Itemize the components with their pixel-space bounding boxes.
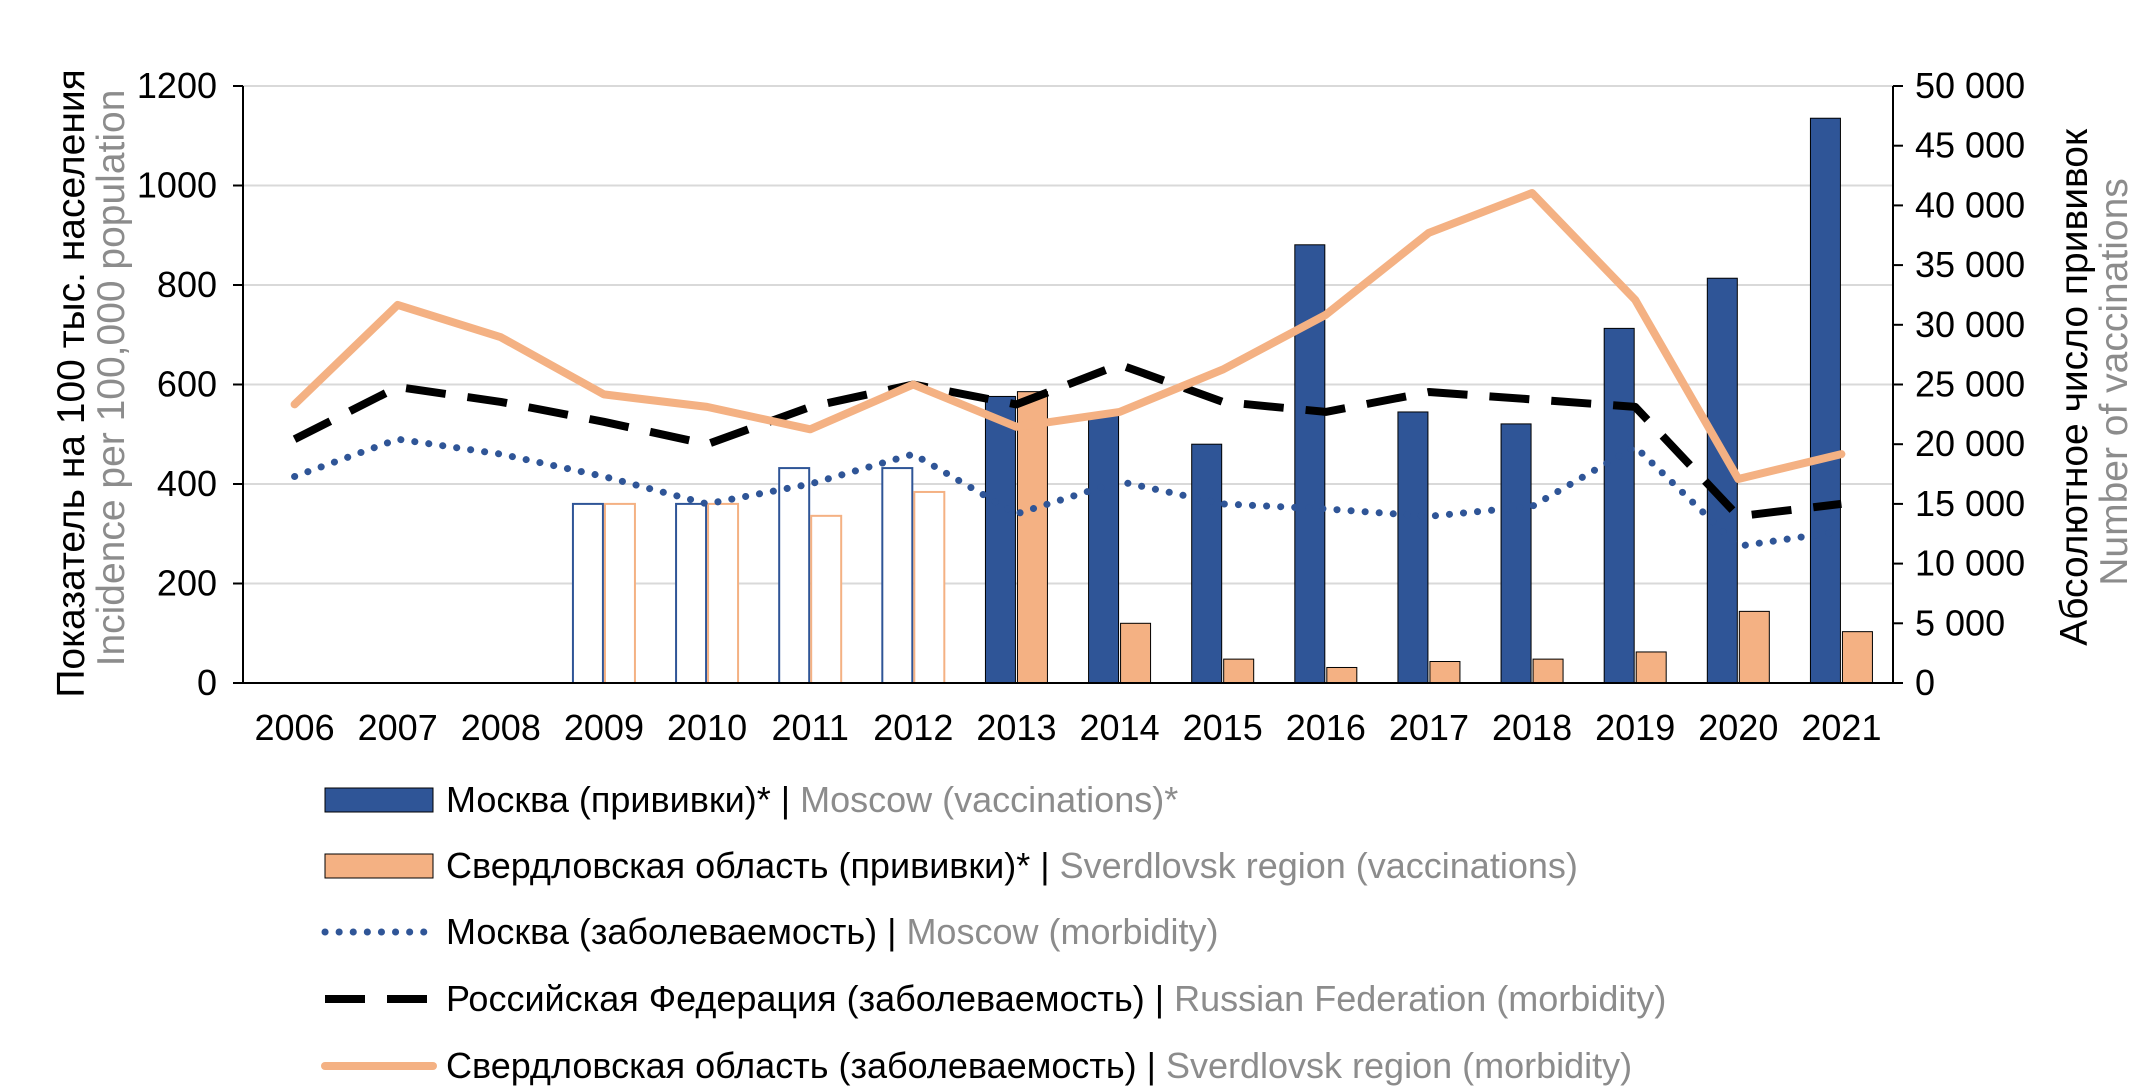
x-tick-label: 2010 bbox=[667, 707, 747, 748]
left-tick-label: 800 bbox=[157, 264, 217, 305]
legend-moscow-morbidity-label: Москва (заболеваемость) | Moscow (morbid… bbox=[446, 911, 1218, 952]
moscow-vaccination-bar bbox=[1088, 413, 1120, 684]
legend-sverdlovsk-morbidity-label: Свердловская область (заболеваемость) | … bbox=[446, 1045, 1632, 1086]
moscow-vaccination-bar bbox=[1397, 411, 1429, 684]
right-tick-label: 20 000 bbox=[1915, 423, 2025, 464]
right-tick-label: 35 000 bbox=[1915, 244, 2025, 285]
moscow-vaccination-bar bbox=[778, 467, 811, 684]
sverdlovsk-vaccination-bar bbox=[1120, 622, 1152, 684]
sverdlovsk-vaccination-bar bbox=[1532, 658, 1564, 684]
x-tick-label: 2021 bbox=[1801, 707, 1881, 748]
legend-label-ru: Москва (прививки)* | bbox=[446, 779, 800, 820]
sverdlovsk-vaccination-bar bbox=[1635, 651, 1667, 684]
tick-labels: 0 200 400 600 800 1000 1200 0 5 000 10 000 15 000 2… bbox=[137, 65, 2025, 748]
moscow-vaccination-bar bbox=[984, 395, 1016, 684]
legend-label-en: Moscow (vaccinations)* bbox=[800, 779, 1178, 820]
moscow-vaccination-bar bbox=[1809, 117, 1841, 684]
moscow-vaccination-bar bbox=[881, 467, 914, 684]
legend-label-en: Moscow (morbidity) bbox=[906, 911, 1218, 952]
russia-morbidity-line bbox=[292, 360, 1842, 521]
left-axis-title-en: Incidence per 100,000 population bbox=[90, 90, 133, 667]
sverdlovsk-vaccination-bar bbox=[603, 502, 636, 684]
legend-label-ru: Свердловская область (заболеваемость) | bbox=[446, 1045, 1166, 1086]
x-tick-label: 2012 bbox=[873, 707, 953, 748]
sverdlovsk-vaccination-bar bbox=[913, 490, 946, 684]
moscow-vaccination-bar bbox=[1294, 244, 1326, 684]
right-tick-label: 40 000 bbox=[1915, 184, 2025, 225]
x-tick-label: 2014 bbox=[1080, 707, 1160, 748]
right-axis-title-en: Number of vaccinations bbox=[2093, 178, 2136, 586]
x-tick-label: 2013 bbox=[976, 707, 1056, 748]
sverdlovsk-vaccination-bar bbox=[707, 502, 740, 684]
x-tick-label: 2006 bbox=[255, 707, 335, 748]
line-layer bbox=[290, 189, 1846, 550]
left-axis-title: Показатель на 100 тыс. населения Inciden… bbox=[50, 58, 133, 697]
moscow-vaccination-bar bbox=[675, 502, 708, 684]
x-tick-label: 2015 bbox=[1183, 707, 1263, 748]
x-tick-label: 2016 bbox=[1286, 707, 1366, 748]
sverdlovsk-morbidity-line bbox=[290, 189, 1846, 483]
sverdlovsk-vaccination-bar bbox=[1841, 631, 1873, 684]
left-tick-label: 200 bbox=[157, 563, 217, 604]
right-tick-label: 45 000 bbox=[1915, 125, 2025, 166]
right-tick-label: 15 000 bbox=[1915, 483, 2025, 524]
right-tick-label: 30 000 bbox=[1915, 304, 2025, 345]
bar-layer bbox=[571, 117, 1873, 685]
right-tick-label: 5 000 bbox=[1915, 602, 2005, 643]
left-axis-title-ru: Показатель на 100 тыс. населения bbox=[50, 69, 93, 697]
right-tick-label: 50 000 bbox=[1915, 65, 2025, 106]
x-tick-label: 2020 bbox=[1698, 707, 1778, 748]
legend-sverdlovsk-vaccinations-swatch bbox=[324, 853, 434, 879]
right-axis-title: Абсолютное число прививок Number of vacc… bbox=[2053, 118, 2136, 646]
sverdlovsk-vaccination-bar bbox=[1326, 666, 1358, 684]
legend-moscow-vaccinations-swatch bbox=[324, 787, 434, 813]
axes bbox=[233, 85, 1903, 684]
moscow-vaccination-bar bbox=[1191, 443, 1223, 684]
moscow-vaccination-bar bbox=[571, 502, 604, 684]
left-tick-label: 1000 bbox=[137, 165, 217, 206]
x-tick-label: 2007 bbox=[358, 707, 438, 748]
x-tick-label: 2017 bbox=[1389, 707, 1469, 748]
sverdlovsk-vaccination-bar bbox=[1429, 661, 1461, 684]
legend-label-ru: Российская Федерация (заболеваемость) | bbox=[446, 978, 1174, 1019]
left-tick-label: 1200 bbox=[137, 65, 217, 106]
right-tick-label: 25 000 bbox=[1915, 364, 2025, 405]
legend-label-ru: Москва (заболеваемость) | bbox=[446, 911, 906, 952]
moscow-vaccination-bar bbox=[1603, 327, 1635, 684]
left-tick-label: 400 bbox=[157, 463, 217, 504]
legend-label-en: Sverdlovsk region (morbidity) bbox=[1166, 1045, 1632, 1086]
legend: Москва (прививки)* | Moscow (vaccination… bbox=[321, 779, 1666, 1086]
x-tick-label: 2009 bbox=[564, 707, 644, 748]
legend-label-ru: Свердловская область (прививки)* | bbox=[446, 845, 1060, 886]
left-tick-label: 0 bbox=[197, 662, 217, 703]
sverdlovsk-vaccination-bar bbox=[810, 514, 843, 685]
right-tick-label: 0 bbox=[1915, 662, 1935, 703]
left-tick-label: 600 bbox=[157, 364, 217, 405]
legend-label-en: Sverdlovsk region (vaccinations) bbox=[1060, 845, 1578, 886]
moscow-vaccination-bar bbox=[1500, 423, 1532, 684]
sverdlovsk-vaccination-bar bbox=[1016, 391, 1048, 684]
right-axis-title-ru: Абсолютное число прививок bbox=[2053, 128, 2096, 646]
legend-label-en: Russian Federation (morbidity) bbox=[1174, 978, 1666, 1019]
moscow-vaccination-bar bbox=[1706, 277, 1738, 684]
sverdlovsk-vaccination-bar bbox=[1223, 658, 1255, 684]
legend-russia-morbidity-label: Российская Федерация (заболеваемость) | … bbox=[446, 978, 1666, 1019]
x-tick-label: 2011 bbox=[771, 707, 848, 748]
legend-sverdlovsk-vaccinations-label: Свердловская область (прививки)* | Sverd… bbox=[446, 845, 1578, 886]
sverdlovsk-vaccination-bar bbox=[1738, 610, 1770, 684]
legend-moscow-vaccinations-label: Москва (прививки)* | Moscow (vaccination… bbox=[446, 779, 1178, 820]
moscow-morbidity-line bbox=[291, 435, 1845, 550]
right-tick-label: 10 000 bbox=[1915, 543, 2025, 584]
x-tick-label: 2018 bbox=[1492, 707, 1572, 748]
x-tick-label: 2008 bbox=[461, 707, 541, 748]
x-tick-label: 2019 bbox=[1595, 707, 1675, 748]
